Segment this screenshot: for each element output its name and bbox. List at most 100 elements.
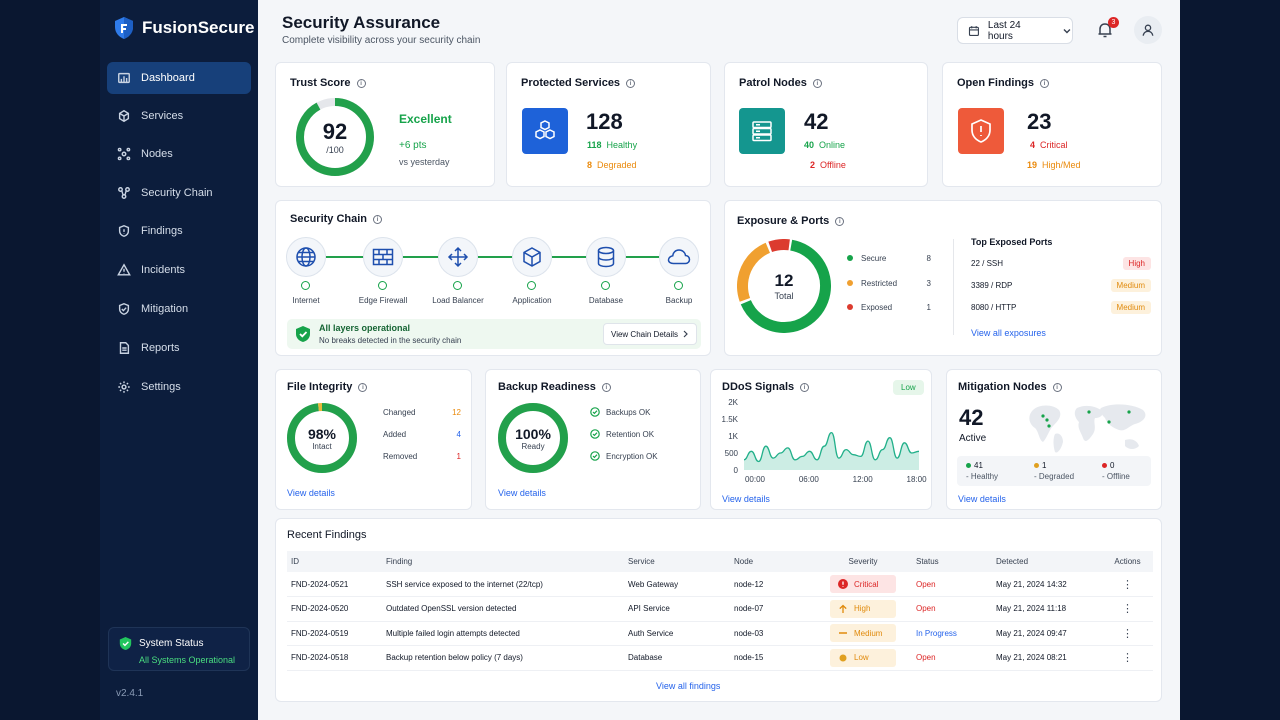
dashboard-icon (118, 72, 130, 84)
patrol-nodes-card[interactable]: Patrol Nodes i 42 40 Online 2 Offline (724, 62, 928, 187)
view-chain-details-button[interactable]: View Chain Details (603, 323, 697, 345)
info-icon[interactable]: i (601, 382, 611, 392)
sidebar-item-reports[interactable]: Reports (107, 332, 251, 364)
time-range-select[interactable]: Last 24 hours (957, 17, 1073, 44)
column-header[interactable]: Detected (992, 551, 1098, 572)
donut-slice-restricted[interactable] (737, 239, 831, 334)
chain-node-database[interactable] (586, 237, 626, 277)
donut-slice-secure[interactable] (737, 239, 831, 334)
chain-node-label: Internet (292, 296, 320, 305)
info-icon[interactable]: i (835, 216, 845, 226)
sidebar-item-nodes[interactable]: Nodes (107, 138, 251, 170)
column-header[interactable]: Actions (1098, 551, 1153, 572)
check-icon (674, 281, 683, 290)
system-status-title: System Status (139, 638, 204, 649)
check-icon (601, 281, 610, 290)
finding-detected: May 21, 2024 11:18 (992, 596, 1098, 622)
sidebar-item-mitigation[interactable]: Mitigation (107, 293, 251, 325)
protected-services-card[interactable]: Protected Services i 128 118 Healthy 8 De… (506, 62, 711, 187)
integrity-row: Removed 1 (383, 452, 461, 461)
info-icon[interactable]: i (1052, 382, 1062, 392)
info-icon[interactable]: i (800, 382, 810, 392)
chain-node-backup[interactable] (659, 237, 699, 277)
ddos-view-details-link[interactable]: View details (722, 494, 770, 504)
column-header[interactable]: Node (730, 551, 810, 572)
info-icon[interactable]: i (812, 78, 822, 88)
finding-status: Open (912, 596, 992, 622)
column-header[interactable]: Finding (382, 551, 624, 572)
finding-id: FND-2024-0521 (287, 572, 382, 597)
document-icon (119, 342, 130, 354)
card-title: Exposure & Ports (737, 215, 830, 227)
ddos-signals-card[interactable]: DDoS Signals i Low 2K 1.5K 1K 500 0 00:00 06:00… (710, 369, 932, 510)
column-header[interactable]: Severity (810, 551, 912, 572)
security-chain-card[interactable]: Security Chain i All layers operational N… (275, 200, 711, 356)
table-row[interactable]: FND-2024-0518 Backup retention below poli… (287, 645, 1153, 671)
sidebar-item-incidents[interactable]: Incidents (107, 254, 251, 286)
exposure-ports-card[interactable]: Exposure & Ports i 12 Total Secure 8 Rest… (724, 200, 1162, 356)
row-actions-button[interactable]: ⋮ (1098, 621, 1153, 646)
table-row[interactable]: FND-2024-0520 Outdated OpenSSL version de… (287, 596, 1153, 622)
ring-fill (296, 98, 374, 176)
row-actions-button[interactable]: ⋮ (1098, 596, 1153, 622)
chain-status-title: All layers operational (319, 323, 411, 333)
info-icon[interactable]: i (1040, 78, 1049, 88)
integrity-pct: 98% (307, 425, 337, 442)
y-tick-label: 1.5K (722, 415, 739, 424)
y-tick-label: 0 (734, 466, 739, 475)
chain-node-application[interactable] (512, 237, 552, 277)
port-row[interactable]: 8080 / HTTP Medium (971, 301, 1151, 314)
cloud-icon (667, 249, 691, 265)
services-icon (118, 109, 130, 123)
card-title: Security Chain (290, 213, 368, 225)
sidebar-item-settings[interactable]: Settings (107, 371, 251, 403)
trust-score-card[interactable]: Trust Score i 92 /100 Excellent +6 pts vs… (275, 62, 495, 187)
column-header[interactable]: ID (287, 551, 382, 572)
check-circle-icon (590, 451, 600, 461)
x-tick-label: 00:00 (745, 475, 766, 484)
info-icon[interactable]: i (373, 214, 383, 224)
bell-icon[interactable] (1096, 21, 1114, 39)
sidebar-item-findings[interactable]: Findings (107, 215, 251, 247)
chain-node-load-balancer[interactable] (438, 237, 478, 277)
table-row[interactable]: FND-2024-0521 SSH service exposed to the … (287, 572, 1153, 597)
chain-node-label: Load Balancer (432, 296, 484, 305)
info-icon[interactable]: i (358, 382, 368, 392)
port-row[interactable]: 3389 / RDP Medium (971, 279, 1151, 292)
info-icon[interactable]: i (626, 78, 636, 88)
user-icon (1142, 24, 1154, 36)
integrity-view-details-link[interactable]: View details (287, 488, 335, 498)
backup-check-label: Encryption OK (606, 451, 658, 461)
backup-check-item: Encryption OK (590, 451, 658, 461)
view-all-findings-link[interactable]: View all findings (656, 681, 721, 691)
mitigation-total-label: Active (959, 433, 987, 444)
sidebar-item-security-chain[interactable]: Security Chain (107, 177, 251, 209)
info-icon[interactable]: i (356, 78, 366, 88)
table-row[interactable]: FND-2024-0519 Multiple failed login attem… (287, 621, 1153, 646)
finding-detected: May 21, 2024 09:47 (992, 621, 1098, 646)
view-all-exposures-link[interactable]: View all exposures (971, 328, 1046, 338)
backup-readiness-card[interactable]: Backup Readiness i 100% Ready Backups OK … (485, 369, 701, 510)
sidebar-item-dashboard[interactable]: Dashboard (107, 62, 251, 94)
backup-check-label: Retention OK (606, 429, 655, 439)
open-findings-card[interactable]: Open Findings i 23 4 Critical 19 High/Med (942, 62, 1162, 187)
backup-pct: 100% (515, 425, 551, 442)
chain-node-edge-firewall[interactable] (363, 237, 403, 277)
system-status[interactable]: System Status All Systems Operational (108, 627, 250, 671)
brand[interactable]: FusionSecure (114, 16, 254, 40)
check-circle-icon (590, 429, 600, 439)
integrity-row: Changed 12 (383, 408, 461, 417)
chain-node-internet[interactable] (286, 237, 326, 277)
mitigation-nodes-card[interactable]: Mitigation Nodes i 42 Active 41 - Healthy… (946, 369, 1162, 510)
column-header[interactable]: Service (624, 551, 730, 572)
critical-count: 4 (1030, 140, 1036, 150)
port-row[interactable]: 22 / SSH High (971, 257, 1151, 270)
backup-view-details-link[interactable]: View details (498, 488, 546, 498)
row-actions-button[interactable]: ⋮ (1098, 572, 1153, 597)
column-header[interactable]: Status (912, 551, 992, 572)
file-integrity-card[interactable]: File Integrity i 98% Intact Changed 12 Add… (275, 369, 472, 510)
avatar[interactable] (1134, 16, 1162, 44)
row-actions-button[interactable]: ⋮ (1098, 645, 1153, 671)
mitigation-view-details-link[interactable]: View details (958, 494, 1006, 504)
sidebar-item-services[interactable]: Services (107, 100, 251, 132)
